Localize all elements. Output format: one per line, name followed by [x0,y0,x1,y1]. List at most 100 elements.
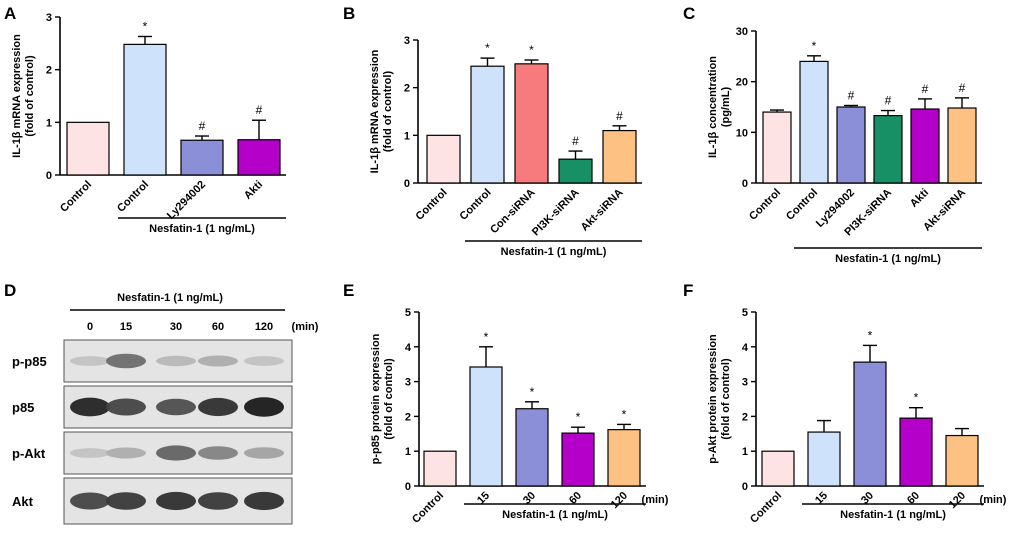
significance-marker: * [484,330,489,344]
x-category-label: Control [748,490,784,526]
blot-unit-label: (min) [292,321,319,333]
group-label: Nesfatin-1 (1 ng/mL) [840,509,946,521]
bar [945,434,979,487]
y-axis-label-unit: (fold of control) [720,358,732,440]
significance-marker: # [885,94,892,108]
bar [423,450,457,487]
blot-band [156,445,196,461]
x-category-label: Control [58,179,94,215]
chart-f: 0 1 2 3 4 5 p-Akt protein expression (fold of c… [707,307,1007,526]
y-tick-label: 3 [405,377,411,389]
bar [947,107,977,184]
bar [515,408,549,487]
significance-marker: # [256,103,263,117]
y-tick-label: 2 [405,411,411,423]
x-category-label: Akti [242,179,265,202]
y-tick-label: 4 [405,342,412,354]
bar [180,139,224,176]
blot-band [106,353,146,369]
significance-marker: # [922,82,929,96]
blot-band [198,397,238,417]
y-tick-label: 0 [742,481,748,493]
bar [469,366,503,487]
blot-row-label: p-Akt [12,446,46,461]
blot-band [156,491,196,511]
blot-band [70,397,110,417]
bar [899,417,933,487]
y-axis-label: IL-1β concentration [707,56,719,158]
blot-band [106,398,146,416]
y-tick-label: 3 [46,12,52,24]
y-tick-label: 3 [742,377,748,389]
blot-row-label: p85 [12,400,34,415]
bar [514,63,549,184]
x-category-label: Ly294002 [165,179,208,222]
blot-timepoint-label: 0 [87,321,93,333]
blot-timepoint-label: 120 [255,321,273,333]
group-label: Nesfatin-1 (1 ng/mL) [502,509,608,521]
x-unit-label: (min) [980,494,1007,506]
blot-band [198,355,238,367]
y-tick-label: 1 [46,117,52,129]
group-label: Nesfatin-1 (1 ng/mL) [149,223,255,235]
y-tick-label: 5 [742,307,748,319]
blot-band [70,448,110,458]
group-label: Nesfatin-1 (1 ng/mL) [835,253,941,265]
panel-letter-b: B [343,4,355,23]
y-axis-label: IL-1β mRNA expression [11,34,23,158]
significance-marker: # [848,88,855,102]
blot-title: Nesfatin-1 (1 ng/mL) [117,292,223,304]
blot-band [156,398,196,416]
y-tick-label: 10 [736,127,748,139]
blot-band [70,492,110,510]
blot-timepoint-label: 15 [120,321,132,333]
x-category-label: Control [115,179,151,215]
y-tick-label: 1 [404,130,410,142]
blot-row-label: Akt [12,494,34,509]
y-tick-label: 0 [46,170,52,182]
significance-marker: # [959,81,966,95]
y-axis-label: IL-1β mRNA expression [369,49,381,173]
blot-band [198,492,238,510]
significance-marker: # [616,109,623,123]
x-category-label: Control [784,187,820,223]
y-tick-label: 3 [404,35,410,47]
x-category-label: Akti [908,187,931,210]
bar [836,106,866,184]
y-tick-label: 0 [405,481,411,493]
y-tick-label: 30 [736,26,748,38]
panel-letter-c: C [683,4,695,23]
bar [470,65,505,184]
group-label: Nesfatin-1 (1 ng/mL) [501,246,607,258]
blot-band [244,491,284,511]
y-tick-label: 2 [404,83,410,95]
panel-letter-a: A [4,4,16,23]
y-tick-label: 2 [46,65,52,77]
bar [853,361,887,487]
blot-band [156,355,196,367]
bar [123,43,167,176]
y-tick-label: 1 [742,446,748,458]
blot-timepoint-label: 30 [170,321,182,333]
bar [426,134,461,184]
blot-band [244,447,284,459]
bar [237,139,281,176]
significance-marker: * [812,39,817,53]
x-category-label: 120 [947,490,968,511]
y-axis-label-unit: (fold of control) [382,71,394,153]
significance-marker: * [576,410,581,424]
bar [807,431,841,487]
chart-e: 0 1 2 3 4 5 p-p85 protein expression (fold of c… [370,307,669,526]
panel-letter-f: F [683,281,693,300]
bar [799,60,829,184]
y-tick-label: 0 [742,178,748,190]
blot-band [106,492,146,510]
y-axis-label-unit: (fold of control) [383,358,395,440]
x-category-label: Akt-siRNA [579,187,626,234]
significance-marker: * [485,41,490,55]
significance-marker: # [199,119,206,133]
y-tick-label: 20 [736,77,748,89]
x-category-label: Control [457,187,493,223]
x-category-label: 120 [609,490,630,511]
bar [761,450,795,487]
